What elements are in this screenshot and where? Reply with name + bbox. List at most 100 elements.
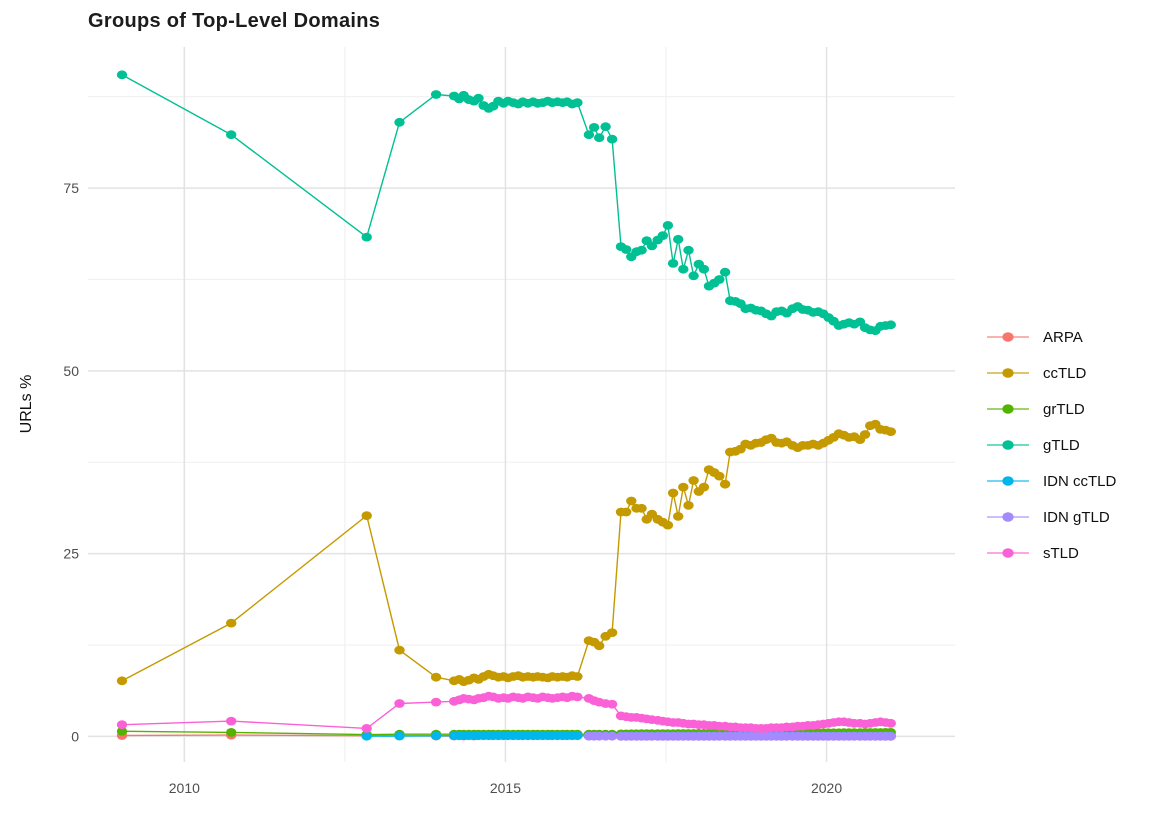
data-point-stld <box>361 724 372 733</box>
y-axis-title: URLs % <box>18 375 35 434</box>
x-tick-label: 2010 <box>169 780 200 796</box>
data-point-gtld <box>678 264 689 274</box>
data-point-cctld <box>683 501 694 510</box>
data-point-gtld <box>588 123 600 132</box>
data-point-cctld <box>885 427 896 436</box>
legend-label-idn-cctld: IDN ccTLD <box>1043 473 1117 490</box>
legend-key-point-idn-gtld <box>1002 512 1014 522</box>
legend-key-point-arpa <box>1002 332 1014 342</box>
data-point-gtld <box>683 245 694 255</box>
legend-layer: ARPA ccTLD grTLD gTLD IDN ccTLD IDN gTLD sTLD <box>987 329 1117 562</box>
y-tick-label: 50 <box>63 363 79 379</box>
legend-item-cctld: ccTLD <box>987 365 1087 382</box>
data-point-stld <box>394 699 405 708</box>
data-point-gtld <box>430 90 442 99</box>
data-point-gtld <box>667 259 679 268</box>
data-point-cctld <box>859 430 871 439</box>
data-point-idn-cctld <box>394 731 405 741</box>
series-stld <box>116 691 896 733</box>
data-point-idn-gtld <box>885 731 896 741</box>
data-point-gtld <box>636 245 647 255</box>
data-point-grtld <box>226 728 237 737</box>
data-point-gtld <box>226 130 237 140</box>
data-point-cctld <box>361 511 372 520</box>
grid-layer <box>88 47 955 762</box>
data-point-cctld <box>594 641 605 651</box>
data-point-stld <box>226 716 237 726</box>
legend-label-stld: sTLD <box>1043 545 1079 562</box>
data-point-cctld <box>698 482 710 492</box>
data-point-cctld <box>714 471 725 481</box>
data-point-cctld <box>626 496 637 506</box>
legend-label-arpa: ARPA <box>1043 329 1083 346</box>
data-point-gtld <box>594 133 605 143</box>
data-point-cctld <box>673 512 684 521</box>
data-point-gtld <box>572 98 583 107</box>
data-point-cctld <box>116 676 128 686</box>
data-point-cctld <box>662 520 674 530</box>
data-point-cctld <box>621 507 632 517</box>
chart-title: Groups of Top-Level Domains <box>88 10 380 32</box>
series-layer <box>116 70 896 741</box>
data-point-cctld <box>394 645 405 655</box>
x-tick-label: 2015 <box>490 780 521 796</box>
data-point-gtld <box>646 241 658 251</box>
legend-item-arpa: ARPA <box>987 329 1083 346</box>
data-point-stld <box>606 699 618 709</box>
data-point-gtld <box>606 134 618 144</box>
data-point-cctld <box>667 488 679 498</box>
series-cctld <box>116 419 896 686</box>
legend-label-gtld: gTLD <box>1043 437 1080 454</box>
data-point-cctld <box>636 503 647 513</box>
data-point-stld <box>572 692 583 702</box>
legend-item-grtld: grTLD <box>987 401 1085 418</box>
x-tick-label: 2020 <box>811 780 842 796</box>
data-point-idn-cctld <box>361 731 372 741</box>
data-point-gtld <box>688 271 699 281</box>
legend-item-idn-gtld: IDN gTLD <box>987 509 1110 526</box>
legend-key-point-gtld <box>1002 440 1014 450</box>
data-point-gtld <box>885 320 896 330</box>
data-point-gtld <box>600 122 611 132</box>
legend-item-idn-cctld: IDN ccTLD <box>987 473 1117 490</box>
data-point-stld <box>885 718 896 728</box>
data-point-grtld <box>116 726 128 736</box>
legend-key-point-idn-cctld <box>1002 476 1014 486</box>
legend-key-point-grtld <box>1002 404 1014 414</box>
legend-key-point-cctld <box>1002 368 1014 378</box>
data-point-gtld <box>698 264 710 274</box>
data-point-gtld <box>473 93 484 103</box>
data-point-gtld <box>662 221 674 230</box>
data-point-gtld <box>361 232 372 242</box>
data-point-stld <box>116 720 128 730</box>
data-point-cctld <box>572 672 583 681</box>
legend-item-gtld: gTLD <box>987 437 1080 454</box>
legend-label-cctld: ccTLD <box>1043 365 1087 382</box>
data-point-gtld <box>583 130 595 140</box>
series-line-gtld <box>121 74 891 332</box>
data-point-cctld <box>430 672 442 682</box>
axis-layer: 0 25 50 75 2010 2015 2020 <box>63 180 842 796</box>
legend-key-point-stld <box>1002 548 1014 558</box>
legend-label-idn-gtld: IDN gTLD <box>1043 509 1110 526</box>
data-point-cctld <box>606 628 618 637</box>
legend-item-stld: sTLD <box>987 545 1079 562</box>
series-idn-gtld <box>583 731 896 741</box>
data-point-idn-cctld <box>572 731 583 741</box>
data-point-gtld <box>394 117 405 127</box>
data-point-idn-gtld <box>606 731 618 741</box>
data-point-cctld <box>678 482 689 492</box>
data-point-gtld <box>673 234 684 244</box>
data-point-idn-cctld <box>430 731 442 741</box>
data-point-gtld <box>116 70 128 80</box>
data-point-cctld <box>226 618 237 628</box>
data-point-gtld <box>714 275 725 284</box>
y-tick-label: 25 <box>63 546 79 562</box>
data-point-gtld <box>621 245 632 254</box>
data-point-cctld <box>688 476 699 485</box>
legend-label-grtld: grTLD <box>1043 401 1085 418</box>
data-point-gtld <box>657 231 668 241</box>
series-gtld <box>116 70 896 336</box>
